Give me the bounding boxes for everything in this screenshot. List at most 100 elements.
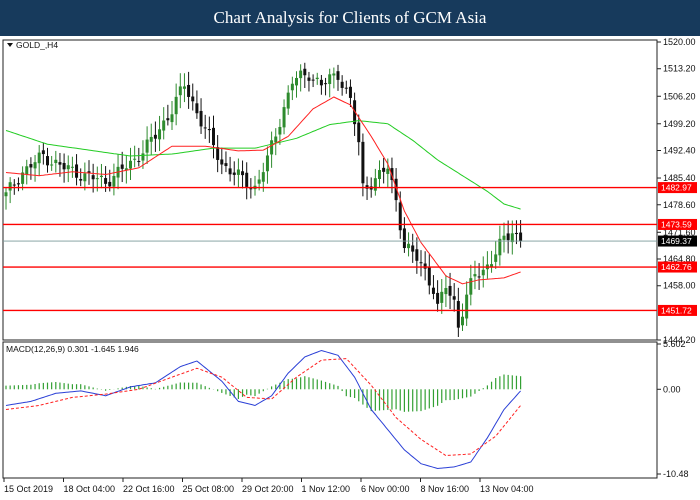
candle (158, 115, 162, 152)
candle-body (465, 294, 469, 319)
candle-body (286, 92, 290, 109)
candle (361, 133, 365, 197)
price-y-tick-label: 1520.00 (663, 37, 696, 47)
candle-body (79, 178, 83, 181)
candle (461, 303, 464, 332)
candle-body (440, 291, 444, 303)
candle-body (4, 192, 8, 197)
candle-body (502, 235, 506, 240)
candle (236, 158, 240, 188)
candle-body (25, 166, 29, 175)
candle-body (270, 140, 274, 155)
candle (133, 145, 137, 168)
macd-signal-line (5, 358, 521, 457)
level-tag-label: 1462.76 (661, 262, 692, 272)
candle (137, 147, 141, 167)
price-y-tick-label: 1485.40 (663, 173, 696, 183)
candle-body (182, 86, 186, 89)
time-axis: 15 Oct 2019 18 Oct 04:00 22 Oct 16:00 25 Oc… (3, 478, 534, 494)
candle-body (477, 276, 481, 278)
candle (444, 275, 448, 308)
candle (402, 217, 406, 253)
candle (510, 220, 514, 255)
time-tick-label: 29 Oct 20:00 (242, 484, 294, 494)
candle-body (133, 158, 137, 160)
candle-body (481, 269, 485, 276)
candle (124, 155, 128, 184)
candle-body (236, 169, 240, 175)
symbol-dropdown-icon (7, 43, 13, 47)
candle-body (299, 70, 303, 79)
candle-body (415, 249, 419, 261)
candle-body (498, 238, 502, 256)
chart-canvas: 1520.00 1513.20 1506.20 1499.20 1492.40 1485.… (0, 36, 700, 500)
candle (174, 83, 178, 126)
candle (141, 140, 145, 169)
candle (286, 85, 290, 115)
candle-body (228, 168, 232, 175)
candle-body (70, 166, 74, 168)
level-tag (658, 182, 697, 194)
candle-body (290, 83, 294, 91)
candle-body (332, 73, 336, 76)
candle (4, 187, 8, 210)
candle-body (158, 129, 162, 140)
chart-background (0, 36, 700, 500)
candle-body (104, 178, 108, 184)
candle (46, 147, 49, 173)
candle (70, 156, 74, 178)
candle (498, 225, 502, 266)
candle-body (353, 100, 357, 125)
chart-title: Chart Analysis for Clients of GCM Asia (0, 0, 700, 36)
current-price-tag (658, 235, 697, 247)
macd-y-tick-label: 5.602 (663, 339, 686, 349)
candle-body (452, 296, 456, 300)
candle (336, 64, 340, 91)
time-tick-label: 18 Oct 04:00 (64, 484, 116, 494)
candle (245, 162, 249, 200)
candle-body (348, 86, 352, 98)
candle (357, 114, 361, 156)
candle (265, 146, 269, 184)
candle (382, 157, 386, 184)
candle (353, 92, 357, 136)
candle-body (75, 164, 79, 178)
price-panel-frame (2, 39, 658, 341)
candle (340, 75, 344, 96)
candle-body (46, 156, 49, 166)
candle-body (328, 74, 332, 85)
candle (8, 177, 12, 204)
candle (394, 168, 398, 212)
candle-body (195, 103, 199, 114)
candle (274, 128, 278, 156)
candle-body (461, 316, 464, 326)
candle-body (278, 126, 282, 135)
candle (465, 281, 469, 326)
time-tick-label: 13 Nov 04:00 (480, 484, 534, 494)
candle-body (141, 153, 145, 161)
candle (41, 142, 45, 165)
candle (440, 278, 444, 314)
macd-y-tick-label: 0.00 (663, 384, 681, 394)
candle-body (137, 161, 141, 163)
candle-body (519, 232, 523, 242)
candle (473, 260, 477, 290)
candle (29, 157, 33, 180)
candle-body (166, 118, 170, 121)
candle-body (357, 122, 361, 143)
time-tick-label: 6 Nov 00:00 (361, 484, 410, 494)
candle-body (344, 87, 348, 89)
price-y-tick-label: 1506.20 (663, 91, 696, 101)
candle-body (386, 168, 390, 174)
candle-body (29, 164, 33, 168)
candle-body (241, 171, 245, 176)
candle (203, 114, 207, 139)
ma-fast-line (5, 96, 521, 285)
level-tag (658, 218, 697, 230)
candle (216, 135, 220, 173)
candle-body (50, 164, 54, 166)
candle-body (207, 129, 211, 131)
candle (83, 162, 87, 191)
candle-body (514, 232, 518, 235)
candle (178, 73, 182, 109)
